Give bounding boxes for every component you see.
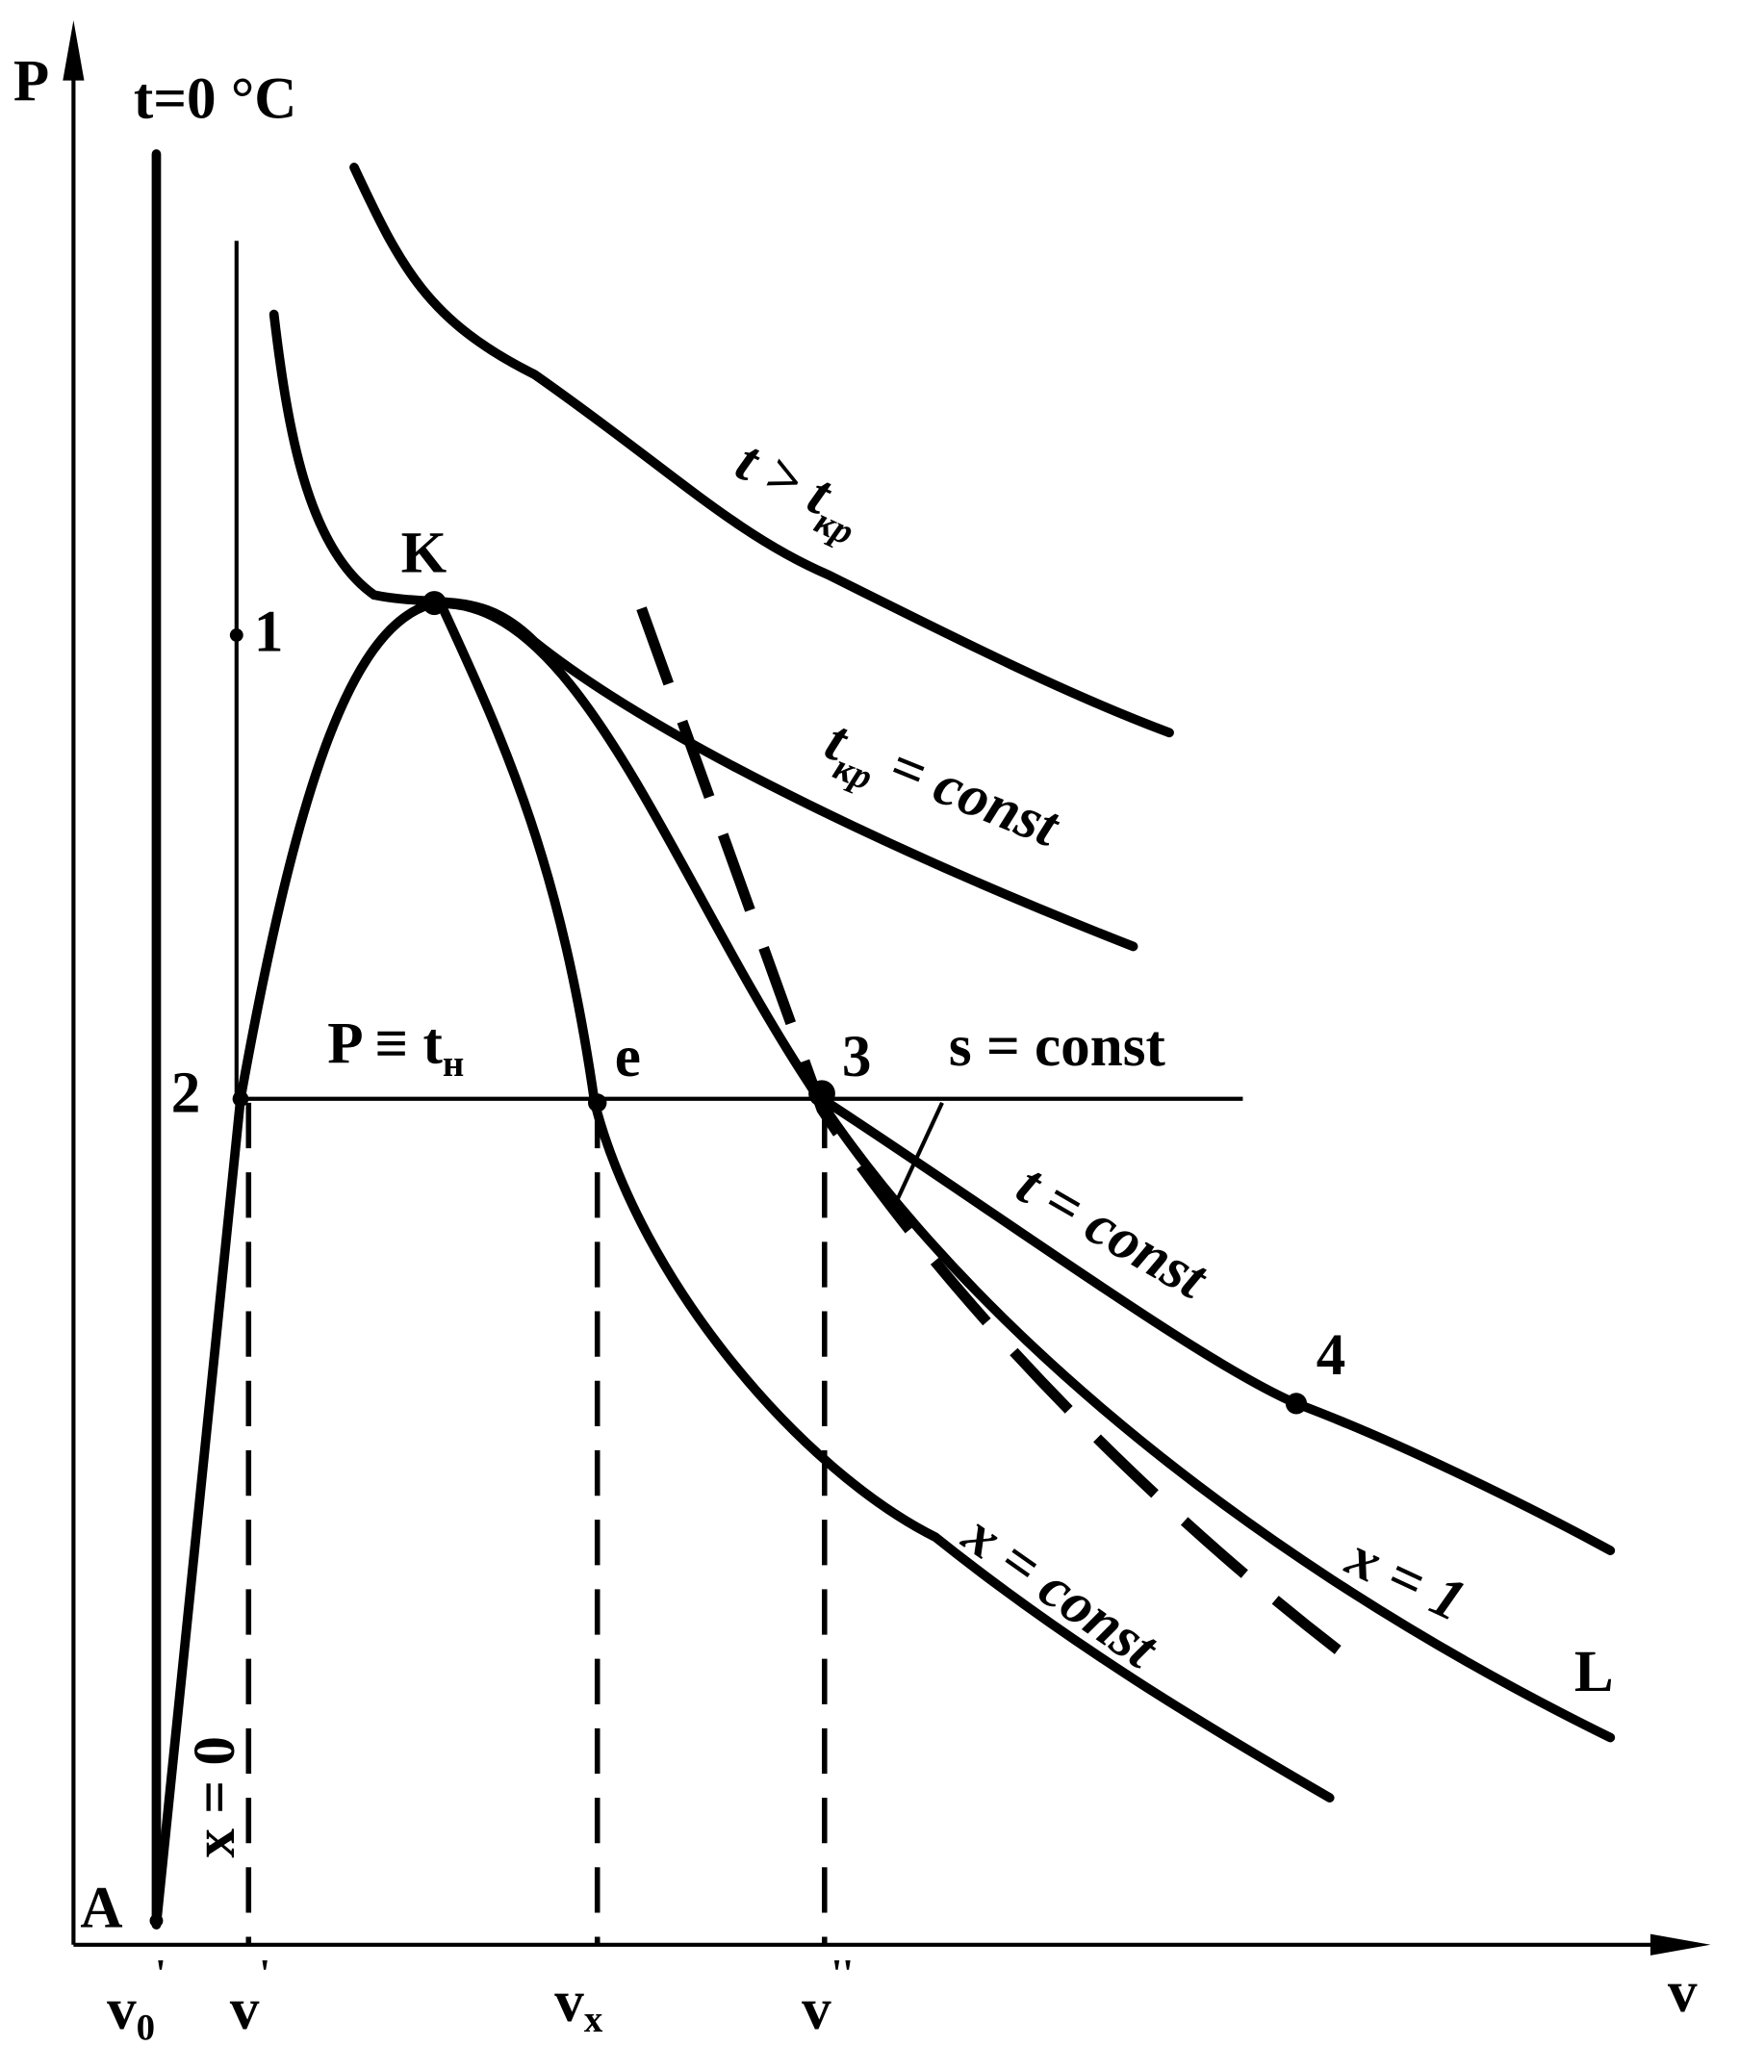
x0-boundary [151,600,436,1930]
label: t > tкр [722,428,875,553]
label: P [13,49,49,114]
t-above-critical [349,163,1174,738]
label: v'' [802,1952,854,2042]
point [588,1093,607,1113]
label: vx [554,1970,603,2040]
label: t = const [1007,1152,1219,1312]
s-const [636,606,1360,1669]
label: tкр = const [812,708,1069,871]
v-arrow [1649,1933,1711,1956]
t-const [817,1093,1616,1555]
p-arrow [63,20,85,81]
label: v' [230,1952,270,2042]
point [808,1080,835,1108]
label: L [1574,1640,1614,1704]
label: x = 1 [1337,1523,1475,1634]
point [1285,1393,1308,1415]
label: 3 [842,1025,872,1089]
label: 1 [254,601,284,665]
label: x = const [951,1501,1170,1682]
label: v0' [107,1952,166,2049]
t-critical [268,309,1138,952]
leader [890,1102,944,1211]
label: A [80,1877,122,1941]
point [232,1090,249,1108]
label: v [1668,1960,1698,2025]
x-const [436,600,1335,1803]
label: K [401,522,447,586]
label: 4 [1317,1323,1346,1388]
point [149,1913,164,1928]
label: P ≡ tн [327,1011,464,1085]
label: 2 [171,1062,201,1126]
label: s = const [949,1014,1166,1079]
point [229,627,243,642]
axes [63,20,1711,1956]
points [149,591,1308,1928]
label: t=0 °C [134,67,297,132]
point [422,591,447,616]
label: x = 0 [183,1736,247,1857]
label: e [615,1025,641,1089]
